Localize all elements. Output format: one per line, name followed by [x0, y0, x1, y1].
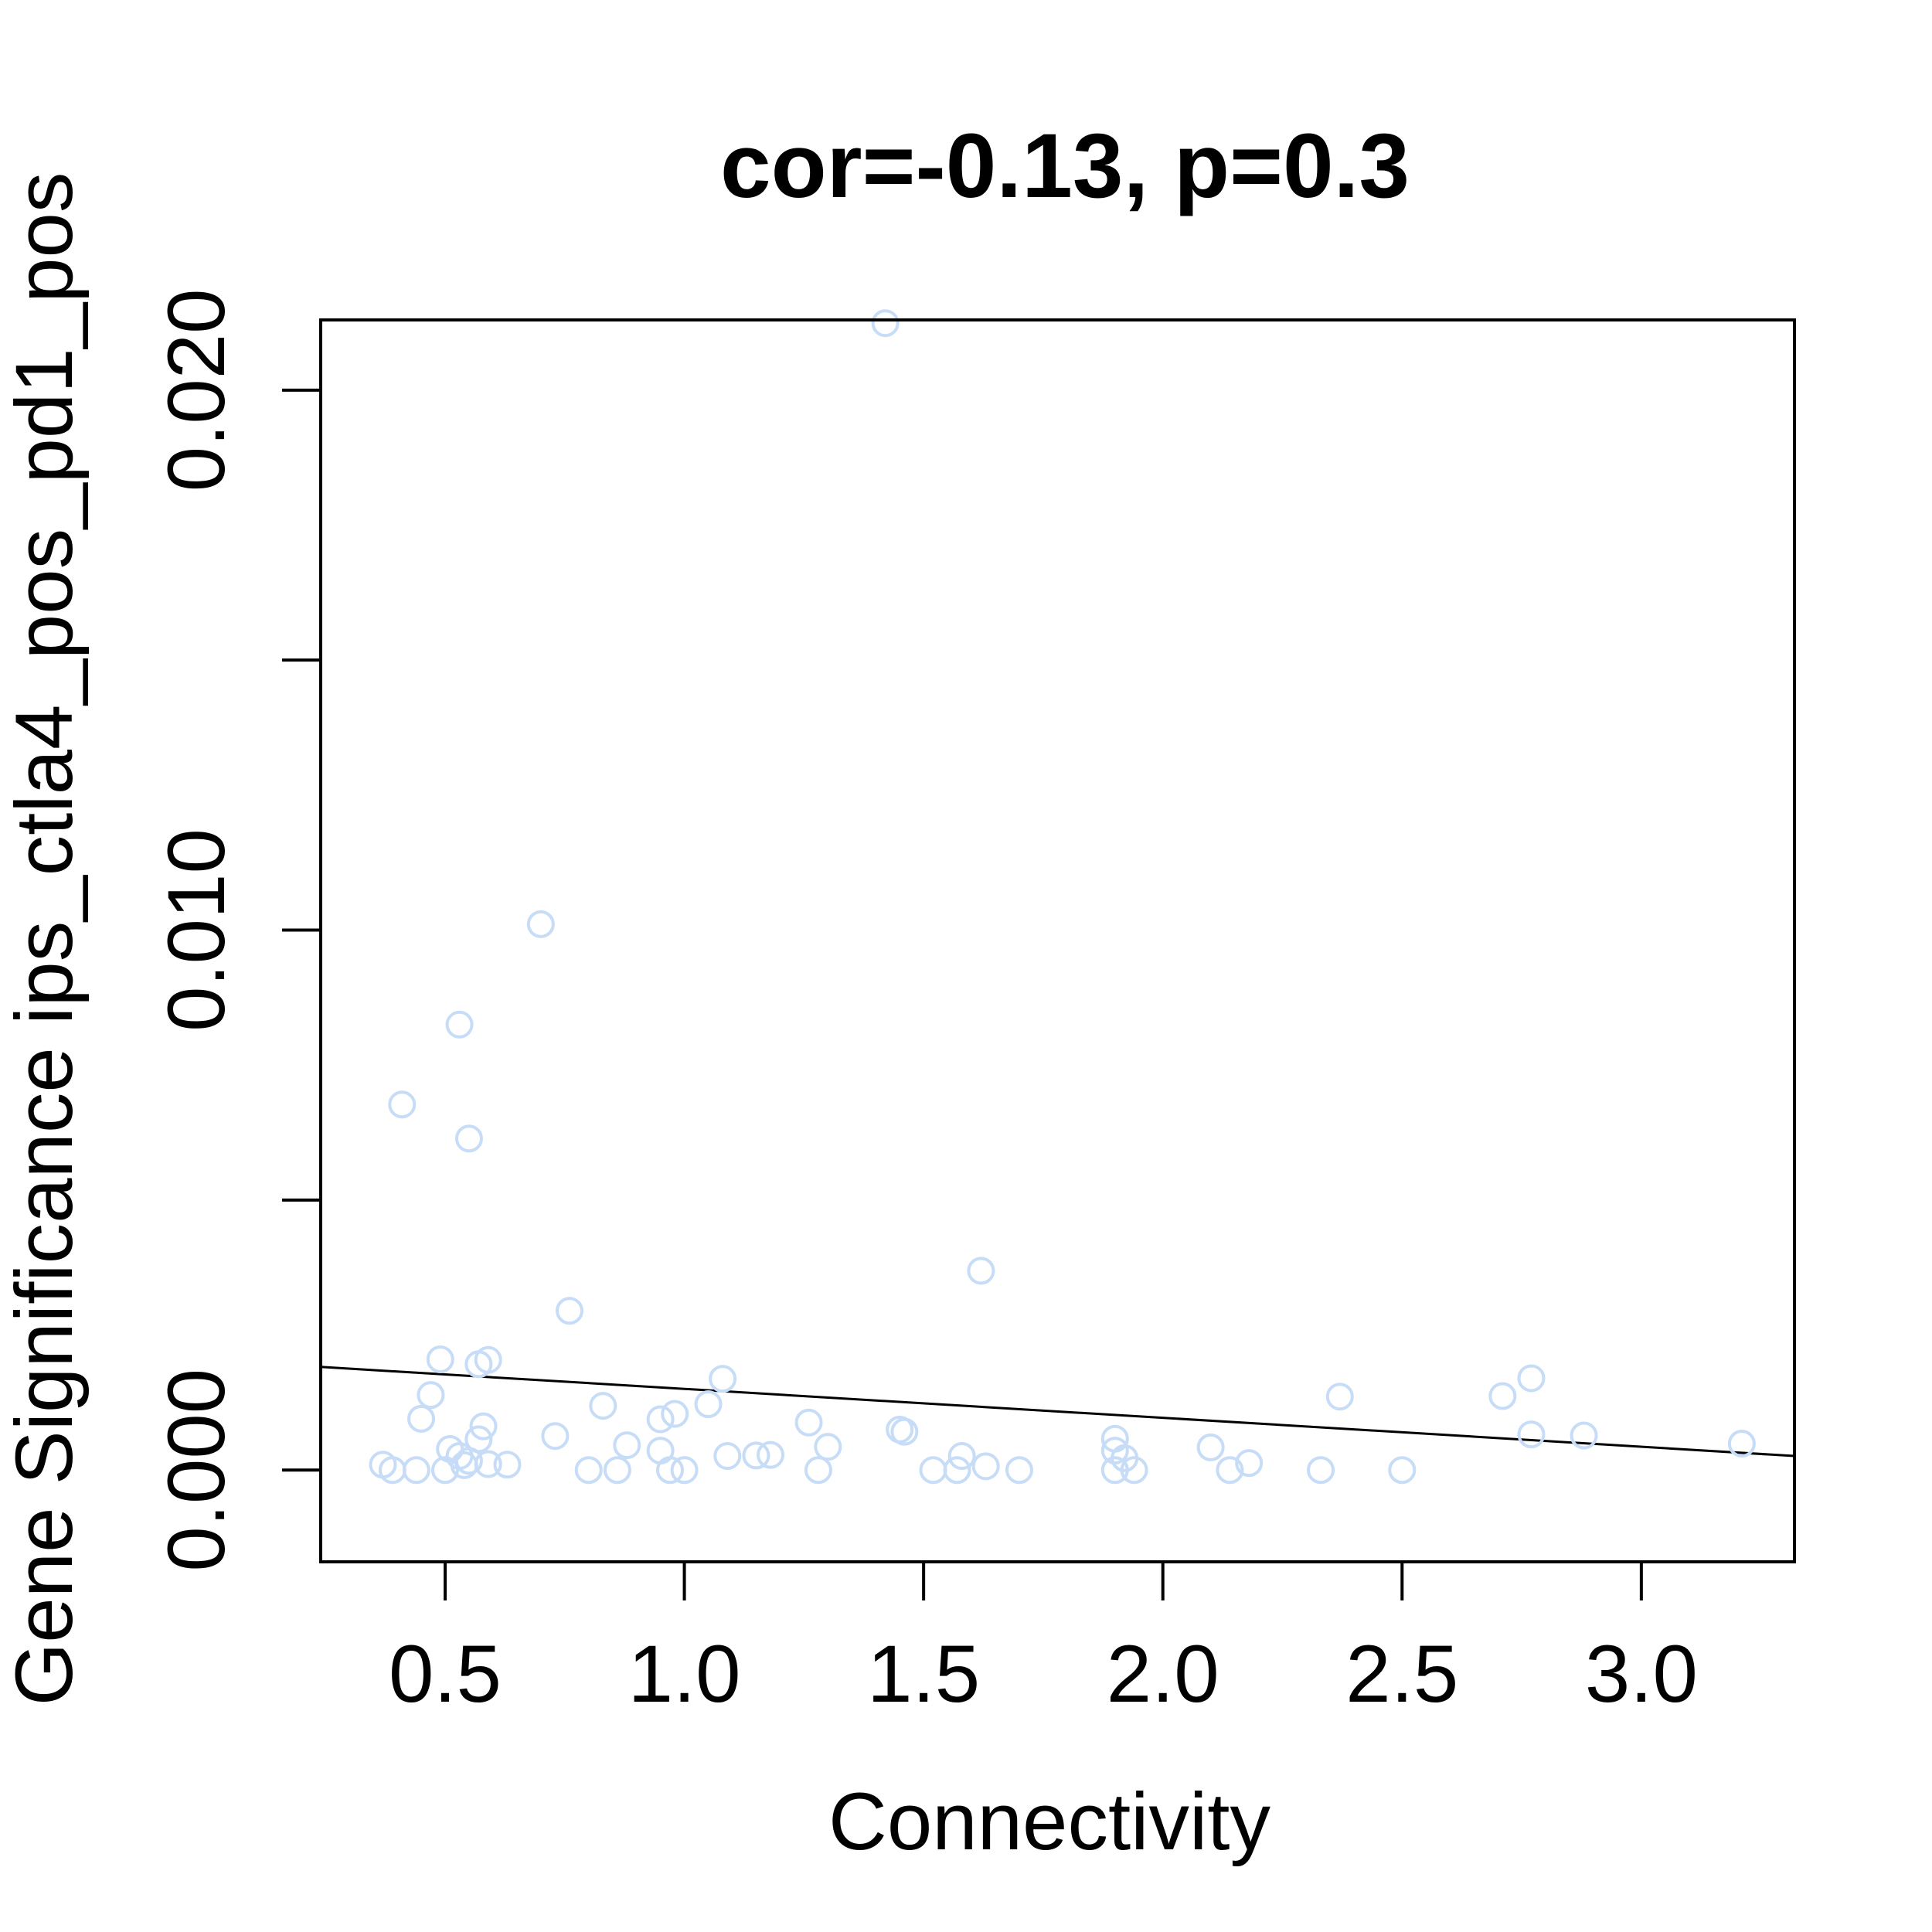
- data-point: [971, 1452, 1000, 1481]
- data-point: [469, 1412, 498, 1440]
- data-point: [1005, 1456, 1033, 1485]
- data-point: [694, 1389, 723, 1418]
- x-tick-label: 3.0: [1585, 1629, 1698, 1719]
- x-tick-label: 2.0: [1107, 1629, 1219, 1719]
- data-point: [943, 1456, 971, 1485]
- y-tick-label: 0.010: [151, 828, 242, 1032]
- data-point: [794, 1408, 823, 1437]
- data-point: [1517, 1364, 1546, 1393]
- data-point: [388, 1090, 417, 1119]
- data-point: [407, 1404, 436, 1433]
- data-point: [526, 910, 555, 938]
- data-point: [541, 1422, 570, 1451]
- data-point: [1517, 1420, 1546, 1449]
- data-point: [1488, 1382, 1517, 1410]
- y-tick-label: 0.020: [151, 288, 242, 492]
- data-point: [445, 1010, 474, 1039]
- x-tick-label: 2.5: [1345, 1629, 1458, 1719]
- data-point: [757, 1440, 785, 1469]
- data-point: [713, 1442, 742, 1471]
- data-point: [967, 1257, 995, 1285]
- data-point: [589, 1392, 617, 1420]
- data-point: [709, 1365, 737, 1393]
- data-point: [871, 309, 900, 338]
- data-point: [947, 1442, 976, 1471]
- data-point: [655, 1456, 684, 1485]
- data-point: [1325, 1383, 1354, 1411]
- data-point: [474, 1345, 502, 1374]
- data-point: [814, 1433, 842, 1461]
- data-point: [919, 1456, 947, 1485]
- y-axis-label: Gene Significance ips_ctla4_pos_pd1_pos: [0, 172, 90, 1706]
- data-point: [1216, 1456, 1244, 1485]
- data-point: [454, 1124, 483, 1153]
- data-point: [1100, 1456, 1129, 1485]
- x-tick-label: 0.5: [389, 1629, 502, 1719]
- data-point: [742, 1441, 770, 1470]
- x-axis-label: Connectivity: [828, 1777, 1270, 1867]
- data-point: [450, 1451, 478, 1479]
- data-point: [603, 1456, 631, 1485]
- plot-frame: [319, 318, 1796, 1563]
- data-point: [1307, 1456, 1335, 1485]
- data-point: [646, 1405, 675, 1434]
- x-tick-label: 1.0: [628, 1629, 741, 1719]
- data-point: [890, 1417, 919, 1446]
- data-point: [1100, 1437, 1129, 1465]
- y-tick-label: 0.000: [151, 1369, 242, 1572]
- x-tick-label: 1.5: [867, 1629, 980, 1719]
- data-point: [574, 1456, 603, 1485]
- regression-line: [320, 1366, 1795, 1458]
- data-point: [1196, 1433, 1225, 1461]
- data-point: [430, 1456, 459, 1485]
- data-point: [493, 1451, 522, 1479]
- data-point: [426, 1345, 454, 1373]
- data-point: [1388, 1456, 1417, 1485]
- data-point: [402, 1456, 430, 1485]
- data-point: [661, 1400, 689, 1428]
- chart-title: cor=-0.13, p=0.3: [720, 115, 1410, 217]
- data-point: [804, 1456, 832, 1485]
- data-point: [1727, 1429, 1756, 1458]
- data-point: [670, 1456, 699, 1485]
- data-point: [1120, 1456, 1148, 1485]
- data-point: [454, 1447, 483, 1475]
- data-point: [613, 1431, 641, 1460]
- data-point: [555, 1297, 583, 1325]
- data-point: [417, 1381, 445, 1410]
- data-point: [1570, 1421, 1598, 1450]
- data-point: [1235, 1449, 1264, 1478]
